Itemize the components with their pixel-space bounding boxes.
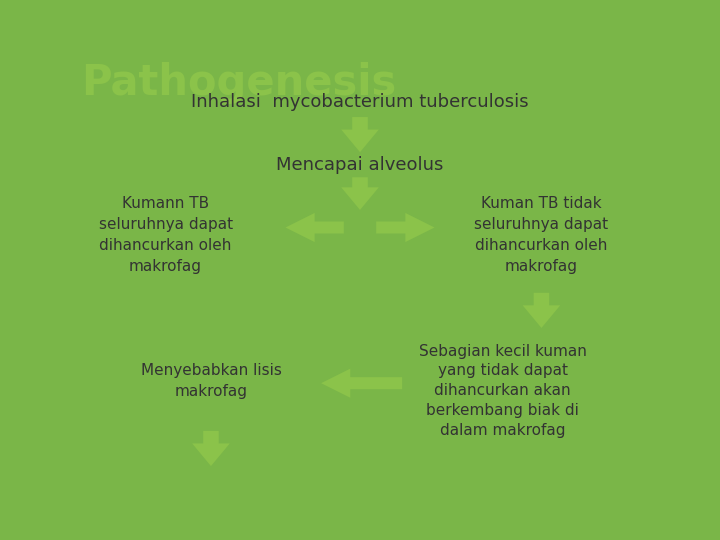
Text: Inhalasi  mycobacterium tuberculosis: Inhalasi mycobacterium tuberculosis (192, 93, 528, 111)
Polygon shape (341, 117, 379, 152)
Text: Mencapai alveolus: Mencapai alveolus (276, 156, 444, 174)
Text: Pathogenesis: Pathogenesis (81, 62, 397, 104)
Polygon shape (321, 369, 402, 398)
Polygon shape (376, 213, 435, 242)
Polygon shape (523, 293, 560, 328)
Text: Kuman TB tidak
seluruhnya dapat
dihancurkan oleh
makrofag: Kuman TB tidak seluruhnya dapat dihancur… (474, 196, 608, 274)
Text: Kumann TB
seluruhnya dapat
dihancurkan oleh
makrofag: Kumann TB seluruhnya dapat dihancurkan o… (99, 196, 233, 274)
Text: Sebagian kecil kuman
yang tidak dapat
dihancurkan akan
berkembang biak di
dalam : Sebagian kecil kuman yang tidak dapat di… (418, 343, 587, 438)
Polygon shape (341, 177, 379, 210)
Polygon shape (192, 431, 230, 466)
Polygon shape (285, 213, 344, 242)
Text: Menyebabkan lisis
makrofag: Menyebabkan lisis makrofag (140, 363, 282, 399)
